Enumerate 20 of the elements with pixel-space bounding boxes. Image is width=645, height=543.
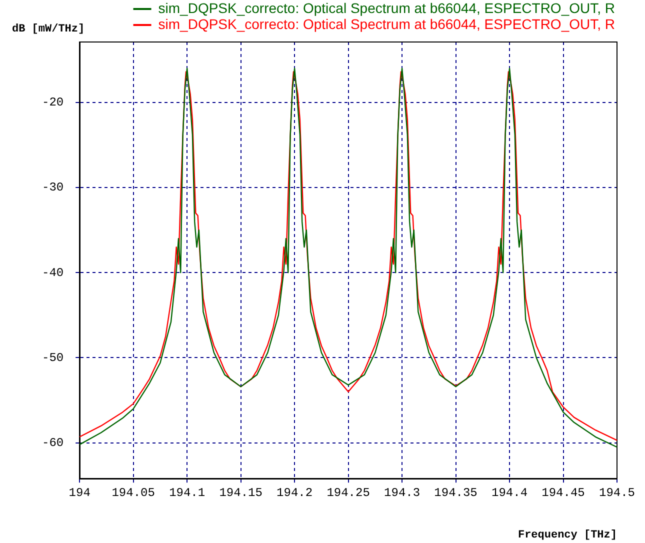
x-tick-label: 194 — [68, 486, 90, 500]
y-tick-label: -30 — [42, 180, 64, 195]
x-tick-label: 194.35 — [434, 486, 478, 500]
x-tick-label: 194.15 — [219, 486, 262, 500]
y-tick-label: -40 — [42, 266, 64, 280]
y-tick-label: -50 — [42, 350, 64, 365]
x-tick-label: 194.4 — [492, 486, 528, 500]
legend-label: sim_DQPSK_correcto: Optical Spectrum at b66044, ESPECTRO_OUT, R — [158, 0, 616, 16]
y-tick-label: -60 — [42, 436, 64, 450]
x-tick-label: 194.2 — [276, 486, 313, 500]
x-tick-label: 194.05 — [112, 486, 155, 500]
x-tick-label: 194.3 — [384, 486, 420, 500]
x-tick-label: 194.5 — [598, 486, 636, 500]
legend-label: sim_DQPSK_correcto: Optical Spectrum at b66044, ESPECTRO_OUT, R — [158, 16, 616, 32]
y-tick-label: -20 — [42, 96, 64, 110]
y-axis-title: dB [mW/THz] — [12, 23, 85, 36]
x-axis-title: Frequency [THz] — [518, 529, 617, 542]
x-tick-label: 194.1 — [169, 486, 206, 500]
x-tick-label: 194.25 — [326, 486, 370, 500]
x-tick-label: 194.45 — [542, 486, 585, 500]
